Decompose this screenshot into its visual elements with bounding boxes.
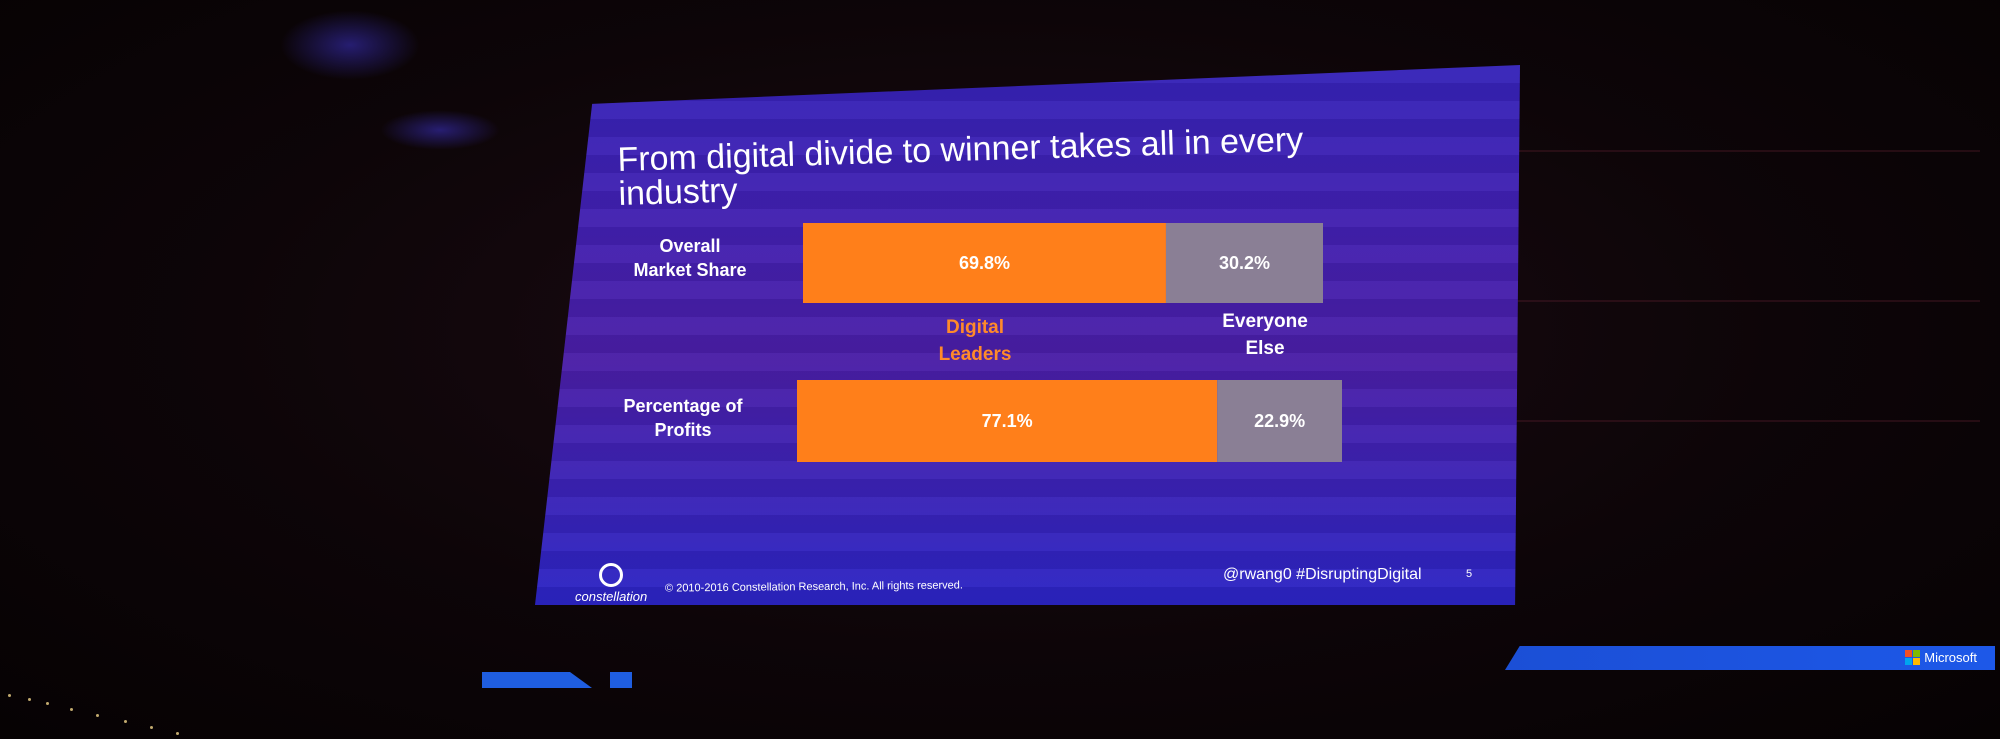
- wall-stripe: [1500, 150, 1980, 152]
- bar-digital-leaders: [797, 380, 1218, 462]
- data-label: 69.8%: [959, 253, 1010, 273]
- legend-label: Everyone: [1222, 311, 1308, 332]
- wall-stripe: [1500, 300, 1980, 302]
- data-label: 30.2%: [1219, 253, 1270, 273]
- logo-text: constellation: [575, 589, 648, 604]
- microsoft-logo: Microsoft: [1905, 650, 1977, 665]
- wall-stripe: [1500, 420, 1980, 422]
- sponsor-label: Microsoft: [1924, 650, 1977, 665]
- constellation-logo: constellation: [575, 563, 647, 604]
- data-label: 22.9%: [1254, 411, 1305, 431]
- category-label: Percentage of: [623, 396, 743, 416]
- sponsor-led-banner: Microsoft: [1505, 646, 1995, 670]
- bar-everyone-else: [1165, 223, 1323, 303]
- stage-led-strip: [482, 672, 592, 688]
- category-label: Market Share: [633, 260, 746, 280]
- audience-lights: [0, 690, 200, 739]
- category-label: Profits: [654, 420, 711, 440]
- legend-label: Leaders: [939, 344, 1012, 365]
- stage-light: [380, 110, 500, 150]
- projection-screen: From digital divide to winner takes all …: [535, 65, 1520, 605]
- bar-digital-leaders: [803, 223, 1166, 303]
- page-number: 5: [1466, 568, 1473, 580]
- stacked-bar-chart: 69.8% 30.2% Overall Market Share 77.1% 22.9% P…: [623, 223, 1342, 462]
- stage-light: [280, 10, 420, 80]
- twitter-handle: @rwang0 #DisruptingDigital: [1223, 566, 1422, 583]
- stage-led-strip: [610, 672, 632, 688]
- microsoft-squares-icon: [1905, 650, 1921, 665]
- bar-everyone-else: [1217, 380, 1342, 462]
- logo-ring-icon: [599, 563, 624, 587]
- category-label: Overall: [659, 236, 720, 256]
- data-label: 77.1%: [982, 411, 1033, 431]
- legend-label: Digital: [946, 317, 1004, 338]
- legend-label: Else: [1245, 338, 1284, 359]
